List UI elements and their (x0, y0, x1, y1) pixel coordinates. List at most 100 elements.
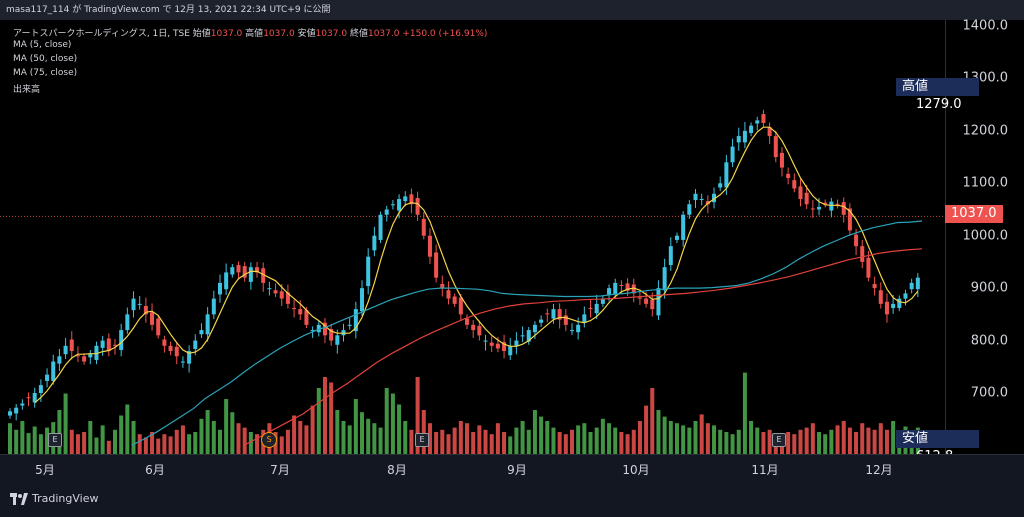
volume-bar (551, 427, 556, 454)
candle-body (619, 284, 624, 286)
volume-bar (884, 429, 889, 454)
candle-body (242, 266, 247, 278)
chart-canvas[interactable] (0, 20, 945, 454)
candle-body (557, 309, 562, 320)
volume-bar (712, 425, 717, 454)
price-axis-label: 1400.0 (962, 18, 1009, 34)
earnings-badge[interactable]: E (48, 433, 62, 447)
split-badge[interactable]: S (261, 432, 277, 448)
volume-bar (236, 423, 241, 454)
volume-bar (14, 429, 19, 454)
legend-open-label: 始値 (192, 29, 211, 39)
volume-bar (75, 434, 80, 454)
candle-body (156, 318, 161, 336)
candle-body (45, 374, 50, 381)
volume-bar (100, 425, 105, 454)
volume-bar (440, 429, 445, 454)
volume-bar (366, 418, 371, 454)
candle-body (298, 309, 303, 315)
low-price-tag: 安値 612.8 (896, 430, 979, 464)
candle-body (699, 199, 704, 201)
candle-body (539, 319, 544, 323)
volume-bar (465, 423, 470, 454)
volume-bar (569, 429, 575, 454)
volume-bar (786, 432, 791, 454)
volume-bar (316, 388, 321, 454)
volume-bar (106, 440, 111, 454)
volume-bar (119, 415, 124, 454)
candle-body (446, 290, 451, 299)
price-chart[interactable]: アートスパークホールディングス, 1日, TSE 始値1037.0 高値1037… (0, 20, 945, 454)
volume-bar (508, 436, 513, 454)
legend-high: 1037.0 (263, 29, 295, 39)
candle-body (761, 114, 766, 123)
candle-body (860, 246, 865, 262)
candle-body (279, 291, 284, 299)
volume-bar (180, 425, 185, 454)
volume-bar (224, 399, 229, 454)
candle-body (563, 315, 568, 325)
candle-body (452, 296, 457, 304)
volume-bar (613, 427, 618, 454)
volume-bar (600, 418, 605, 454)
earnings-badge[interactable]: E (415, 433, 429, 447)
legend-volume[interactable]: 出来高 (13, 85, 41, 95)
candle-body (909, 282, 914, 290)
time-axis-label: 7月 (270, 463, 290, 477)
candle-body (712, 193, 717, 203)
volume-bar (446, 434, 451, 454)
volume-bar (619, 432, 624, 454)
price-axis-label: 800.0 (970, 333, 1008, 349)
volume-bar (26, 433, 31, 454)
volume-bar (674, 423, 679, 454)
candle-body (471, 324, 476, 331)
candle-body (187, 351, 192, 364)
candle-body (38, 385, 43, 393)
ma75-line (243, 248, 923, 446)
volume-bar (341, 421, 346, 454)
volume-bar (724, 432, 729, 454)
legend-ma5[interactable]: MA (5, close) (13, 40, 72, 50)
volume-bar (514, 427, 519, 454)
publish-header-text: masa117_114 が TradingView.com で 12月 13, … (6, 5, 331, 15)
candle-body (131, 298, 136, 311)
volume-bar (631, 429, 636, 454)
volume-bar (162, 434, 167, 454)
candle-body (353, 309, 358, 332)
candle-body (8, 411, 13, 416)
price-axis-label: 1100.0 (962, 175, 1009, 191)
candle-body (409, 194, 414, 205)
volume-bar (489, 434, 494, 454)
volume-bar (563, 434, 568, 454)
candle-body (687, 204, 692, 215)
candle-body (724, 162, 729, 188)
candle-body (285, 292, 290, 304)
volume-bar (891, 421, 896, 454)
time-axis[interactable]: 5月 6月 7月 8月 9月 10月 11月 12月 (0, 454, 1024, 482)
volume-bar (582, 423, 587, 454)
legend-ma50[interactable]: MA (50, close) (13, 54, 78, 64)
volume-bar (384, 388, 389, 454)
last-price-value: 1037.0 (951, 206, 997, 221)
tradingview-logo[interactable]: TradingView (10, 492, 98, 505)
candle-body (199, 330, 204, 335)
volume-bar (427, 423, 432, 454)
legend-ma75[interactable]: MA (75, close) (13, 68, 78, 78)
volume-bar (749, 421, 754, 454)
volume-bar (471, 432, 476, 454)
candle-body (168, 345, 173, 352)
volume-bar (187, 434, 192, 454)
candle-body (415, 197, 420, 215)
earnings-badge[interactable]: E (772, 433, 786, 447)
volume-bar (539, 416, 544, 454)
volume-bar (681, 425, 686, 454)
candle-body (366, 256, 371, 287)
candle-body (119, 330, 124, 351)
volume-bar (656, 410, 661, 454)
candle-body (520, 335, 525, 337)
candle-body (51, 361, 56, 381)
candle-body (742, 130, 747, 143)
candle-body (674, 235, 679, 240)
tradingview-logo-text: TradingView (32, 492, 99, 505)
candle-body (217, 282, 222, 295)
